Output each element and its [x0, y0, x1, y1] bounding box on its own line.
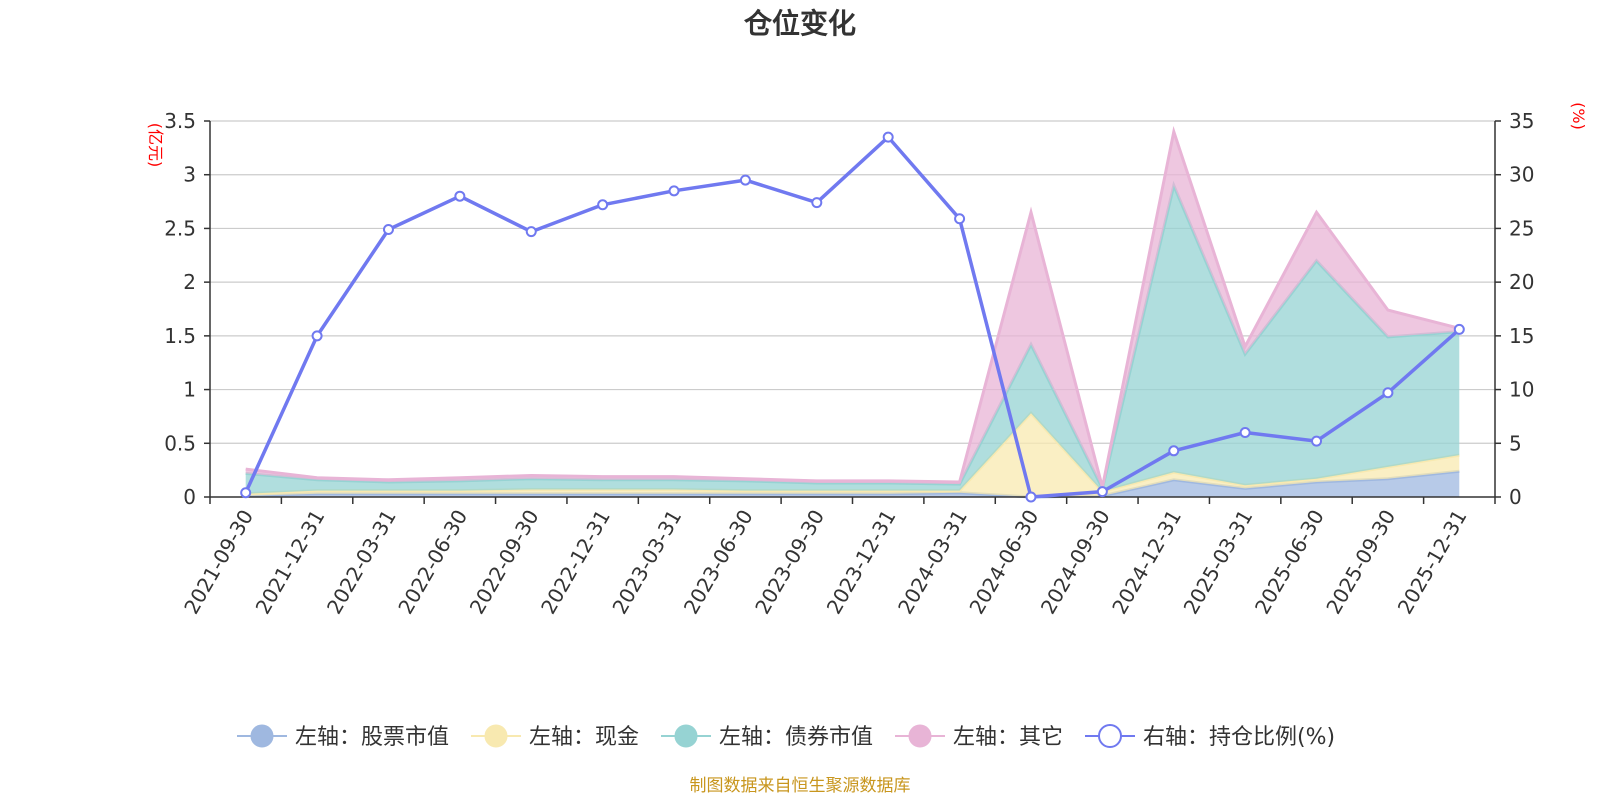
right-tick-label: 30 [1509, 163, 1534, 187]
holding-ratio-point [739, 174, 751, 186]
holding-ratio-point [1025, 491, 1037, 503]
legend-item: 右轴：持仓比例(%) [1085, 724, 1335, 750]
x-tick-label: 2023-06-30 [679, 506, 758, 619]
holding-ratio-point [1453, 323, 1465, 335]
holding-ratio-point [382, 224, 394, 236]
legend-label: 左轴：现金 [529, 725, 639, 750]
stacked-areas [245, 125, 1460, 499]
legend-item: 左轴：其它 [895, 724, 1063, 750]
x-tick-label: 2025-09-30 [1321, 506, 1400, 619]
legend: 左轴：股票市值 左轴：现金 左轴：债券市值 左轴：其它 右轴：持仓比例(%) [237, 724, 1335, 750]
right-tick-label: 20 [1509, 270, 1534, 294]
left-tick-label: 1 [183, 378, 196, 402]
holding-ratio-point [1239, 427, 1251, 439]
holding-ratio-point [954, 213, 966, 225]
left-tick-label: 0.5 [164, 431, 196, 455]
left-tick-label: 2.5 [164, 216, 196, 240]
holding-ratio-polyline [244, 135, 1461, 499]
x-tick-label: 2022-03-31 [322, 506, 401, 619]
left-tick-label: 3.5 [164, 109, 196, 133]
legend-label: 右轴：持仓比例(%) [1143, 725, 1335, 750]
holding-ratio-point [668, 185, 680, 197]
legend-marker [674, 724, 698, 748]
holding-ratio-point [597, 199, 609, 211]
holding-ratio-point [311, 330, 323, 342]
holding-ratio-point [240, 487, 252, 499]
holding-ratio-point [1168, 445, 1180, 457]
x-tick-label: 2023-12-31 [822, 506, 901, 619]
legend-item: 左轴：股票市值 [237, 724, 449, 750]
x-tick-label: 2024-03-31 [893, 505, 972, 618]
area-edge-左轴：其它 [245, 125, 1460, 488]
legend-marker [1098, 724, 1122, 748]
legend-item: 左轴：债券市值 [661, 724, 873, 750]
x-tick-label: 2025-12-31 [1393, 506, 1472, 619]
legend-label: 左轴：其它 [953, 725, 1063, 750]
x-tick-label: 2021-09-30 [179, 506, 258, 619]
holding-ratio-point [882, 131, 894, 143]
holding-ratio-point [1382, 387, 1394, 399]
holding-ratio-point [1311, 435, 1323, 447]
right-tick-label: 15 [1509, 324, 1534, 348]
holding-ratio-line [240, 131, 1465, 503]
legend-marker [250, 724, 274, 748]
legend-marker [908, 724, 932, 748]
x-tick-label: 2022-09-30 [465, 506, 544, 619]
source-note: 制图数据来自恒生聚源数据库 [690, 776, 911, 796]
grid-lines [210, 120, 1495, 444]
left-tick-label: 2 [183, 270, 196, 294]
x-tick-label: 2021-12-31 [251, 506, 330, 619]
right-tick-label: 35 [1509, 109, 1534, 133]
x-tick-label: 2023-03-31 [607, 506, 686, 619]
left-axis-unit: (亿元) [146, 123, 165, 168]
x-tick-label: 2025-06-30 [1250, 506, 1329, 619]
area-左轴：债券市值 [245, 185, 1460, 494]
right-tick-label: 5 [1509, 431, 1522, 455]
left-tick-label: 1.5 [164, 324, 196, 348]
right-tick-label: 0 [1509, 485, 1522, 509]
x-tick-label: 2024-12-31 [1107, 506, 1186, 619]
x-tick-label: 2022-12-31 [536, 506, 615, 619]
holding-ratio-point [454, 190, 466, 202]
legend-item: 左轴：现金 [471, 724, 639, 750]
holding-ratio-point [525, 226, 537, 238]
legend-label: 左轴：股票市值 [295, 725, 449, 750]
x-tick-label: 2024-09-30 [1036, 506, 1115, 619]
x-tick-label: 2022-06-30 [393, 505, 472, 618]
area-左轴：股票市值 [245, 471, 1460, 497]
legend-label: 左轴：债券市值 [719, 725, 873, 750]
x-tick-label: 2023-09-30 [750, 506, 829, 619]
x-tick-label: 2024-06-30 [964, 506, 1043, 619]
right-axis-unit: (%) [1569, 102, 1588, 130]
x-tick-label: 2025-03-31 [1179, 506, 1258, 619]
left-tick-label: 3 [183, 163, 196, 187]
holding-ratio-point [1096, 486, 1108, 498]
left-tick-label: 0 [183, 485, 196, 509]
chart-title: 仓位变化 [744, 7, 856, 40]
right-tick-label: 25 [1509, 216, 1534, 240]
right-tick-label: 10 [1509, 378, 1534, 402]
holding-ratio-point [811, 197, 823, 209]
legend-marker [484, 724, 508, 748]
